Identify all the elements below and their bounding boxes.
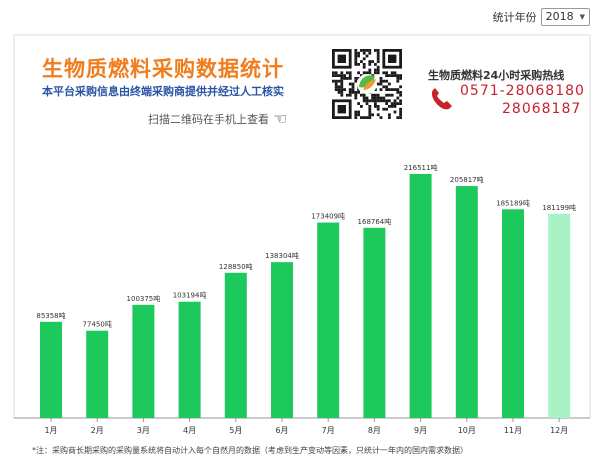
- scan-hint: 扫描二维码在手机上查看 ☜: [148, 109, 287, 128]
- bar-value-label-4: 103194吨: [173, 291, 207, 300]
- year-select-value: 2018: [545, 10, 574, 23]
- bar-11: [502, 209, 524, 418]
- x-tick-label-1: 1月: [44, 426, 57, 435]
- year-filter-label: 统计年份: [492, 11, 537, 24]
- year-select[interactable]: 2018 ▼: [540, 8, 590, 26]
- bar-3: [132, 304, 155, 418]
- year-filter: 统计年份 2018 ▼: [493, 8, 590, 26]
- x-tick-label-10: 10月: [458, 426, 476, 435]
- bar-6: [271, 262, 293, 418]
- hotline-title: 生物质燃料24小时采购热线: [428, 69, 565, 82]
- chart-x-ticks: 1月 2月 3月 4月 5月 6月 7月 8月 9月 10月 11月 12月: [44, 418, 568, 435]
- bar-8: [363, 227, 386, 418]
- banner-title: 生物质燃料采购数据统计: [42, 57, 284, 81]
- x-tick-label-5: 5月: [229, 426, 242, 435]
- bar-10: [455, 186, 478, 418]
- phone-icon: [431, 88, 452, 110]
- qr-code-icon[interactable]: [332, 49, 402, 119]
- banner-subtitle: 本平台采购信息由终端采购商提供并经过人工核实: [42, 85, 284, 98]
- bar-value-label-11: 185189吨: [496, 198, 530, 207]
- bar-value-label-6: 138304吨: [265, 251, 299, 260]
- bar-2: [86, 330, 109, 418]
- bar-value-label-3: 100375吨: [127, 294, 161, 303]
- footnote: *注：采购商长期采购的采购量系统将自动计入每个自然月的数据（考虑到生产变动等因素…: [32, 446, 468, 455]
- x-tick-label-9: 9月: [414, 426, 427, 435]
- info-banner: 生物质燃料采购数据统计 本平台采购信息由终端采购商提供并经过人工核实 扫描二维码…: [40, 45, 600, 135]
- pointing-hand-icon: ☜: [273, 109, 288, 128]
- bar-value-label-10: 205817吨: [450, 175, 484, 184]
- chevron-down-icon: ▼: [579, 13, 585, 21]
- bar-value-label-1: 85358吨: [36, 311, 65, 320]
- x-tick-label-3: 3月: [137, 426, 150, 435]
- x-tick-label-4: 4月: [183, 426, 196, 435]
- chart-bars: [40, 174, 571, 418]
- x-tick-label-12: 12月: [550, 426, 568, 435]
- chart-frame: [13, 34, 591, 419]
- hotline-phone-2[interactable]: 28068187: [502, 101, 582, 117]
- bar-5: [224, 272, 247, 418]
- hotline-phone-1[interactable]: 0571-28068180: [460, 83, 585, 99]
- bar-value-label-5: 128850吨: [219, 262, 253, 271]
- bar-12: [548, 213, 571, 418]
- bar-9: [409, 174, 432, 418]
- bar-value-label-9: 216511吨: [404, 163, 438, 172]
- bar-value-label-7: 173409吨: [311, 212, 345, 221]
- bar-value-label-2: 77450吨: [83, 320, 112, 329]
- bar-value-label-12: 181199吨: [542, 203, 576, 212]
- bar-1: [40, 321, 62, 418]
- x-tick-label-7: 7月: [322, 426, 335, 435]
- x-tick-label-6: 6月: [275, 426, 288, 435]
- bar-value-label-8: 168764吨: [358, 217, 392, 226]
- x-tick-label-2: 2月: [91, 426, 104, 435]
- x-tick-label-8: 8月: [368, 426, 381, 435]
- scan-hint-text: 扫描二维码在手机上查看: [148, 112, 269, 126]
- bar-4: [178, 301, 201, 418]
- x-tick-label-11: 11月: [504, 426, 522, 435]
- chart-value-labels: 85358吨 77450吨 100375吨 103194吨 128850吨 138304吨…: [36, 163, 576, 329]
- bar-7: [317, 222, 340, 418]
